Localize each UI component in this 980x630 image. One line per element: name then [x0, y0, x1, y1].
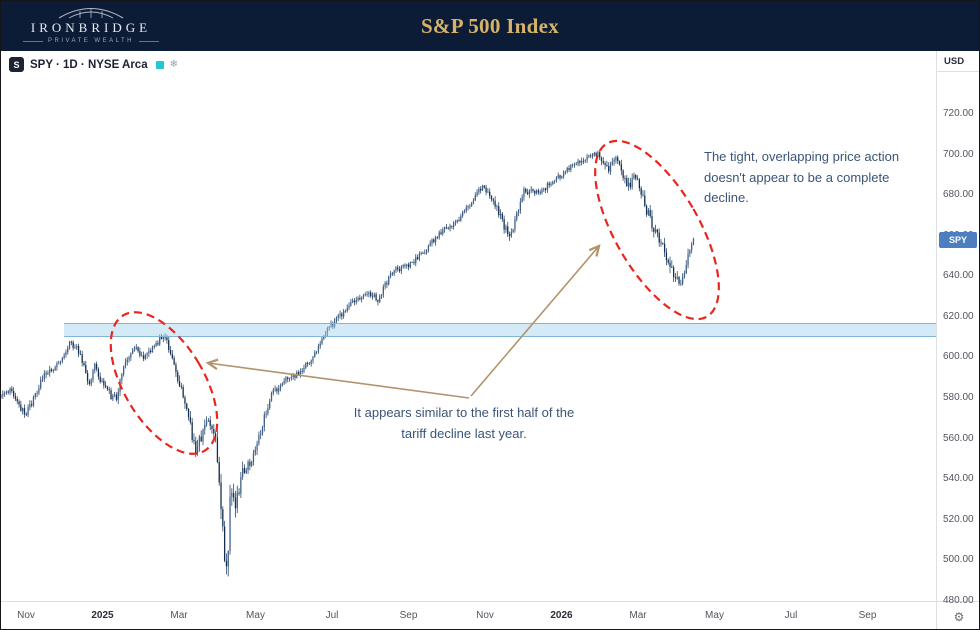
snowflake-icon: ❄	[169, 59, 178, 70]
rule-right	[139, 40, 159, 42]
brand-name: IRONBRIDGE	[30, 20, 152, 35]
time-axis-label: Mar	[170, 610, 188, 621]
price-axis-label: 620.00	[943, 310, 974, 322]
rule-left	[22, 40, 43, 42]
symbol-description[interactable]: SPY · 1D · NYSE Arca	[30, 58, 148, 71]
brand-subtitle: PRIVATE WEALTH	[15, 38, 167, 44]
time-axis-label: Nov	[476, 610, 494, 621]
price-axis-label: 720.00	[943, 108, 974, 119]
price-axis-label: 600.00	[943, 351, 974, 363]
price-axis-label: 500.00	[943, 554, 974, 566]
time-axis-label: 2026	[550, 610, 573, 621]
market-status-icon	[155, 60, 164, 69]
annotation-note-top[interactable]: The tight, overlapping price action does…	[704, 149, 900, 205]
symbol-logo-button[interactable]: S	[9, 57, 24, 72]
time-axis-label: May	[246, 610, 265, 621]
time-axis-label: 2025	[91, 610, 114, 621]
time-axis-label: May	[705, 610, 724, 621]
time-axis-label: Jul	[325, 610, 339, 621]
price-axis-label: 520.00	[943, 513, 974, 525]
ironbridge-logo: IRONBRIDGE PRIVATE WEALTH	[15, 4, 167, 44]
last-price-label: SPY	[939, 231, 977, 248]
annotation-note-mid[interactable]: It appears similar to the first half of …	[353, 405, 575, 441]
time-axis-label: Sep	[858, 610, 877, 621]
header: IRONBRIDGE PRIVATE WEALTH S&P 500 Index	[1, 1, 979, 51]
support-zone-rectangle[interactable]	[64, 322, 936, 338]
price-axis-label: 560.00	[943, 432, 974, 444]
price-axis-label: 700.00	[943, 148, 974, 160]
chart-area[interactable]: S SPY · 1D · NYSE Arca ❄ The tight, over…	[1, 51, 936, 601]
price-axis-label: 480.00	[943, 594, 974, 606]
gear-icon[interactable]: ⚙	[953, 609, 965, 624]
price-axis[interactable]: USD 720.00700.00680.00660.00640.00620.00…	[936, 51, 979, 606]
price-axis-label: 680.00	[943, 189, 974, 201]
time-axis[interactable]: Nov 2025 Mar May Jul Sep Nov 2026 Mar May Jul Sep	[1, 601, 936, 629]
page-title: S&P 500 Index	[420, 13, 560, 38]
price-axis-label: 540.00	[943, 473, 974, 485]
currency-label: USD	[937, 51, 979, 72]
price-axis-label: 640.00	[943, 270, 974, 282]
bridge-arch-icon	[58, 8, 124, 19]
time-axis-label: Mar	[629, 610, 647, 621]
time-axis-label: Sep	[399, 610, 418, 621]
brand-subtitle-text: PRIVATE WEALTH	[47, 38, 134, 44]
time-axis-label: Jul	[784, 610, 798, 621]
time-axis-label: Nov	[17, 610, 35, 621]
symbol-toolbar: S SPY · 1D · NYSE Arca ❄	[9, 57, 178, 72]
axis-corner: ⚙	[936, 601, 979, 629]
price-axis-label: 580.00	[943, 392, 974, 404]
